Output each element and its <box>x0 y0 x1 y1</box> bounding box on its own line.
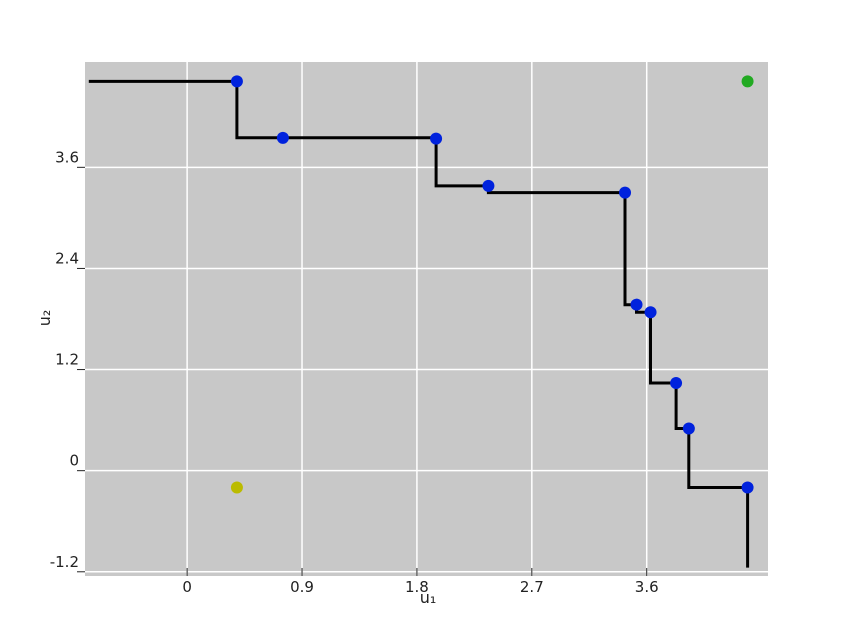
x-tick-label: 3.6 <box>635 578 659 596</box>
data-point <box>276 131 289 144</box>
y-tick-label: 0 <box>69 452 79 470</box>
y-tick-label: -1.2 <box>50 553 79 571</box>
y-axis-label: u₂ <box>35 310 54 327</box>
data-point <box>670 377 683 390</box>
x-axis: 0 0.9 1.8 2.7 3.6 <box>182 568 659 596</box>
data-point <box>741 481 754 494</box>
nadir-point <box>230 481 243 494</box>
x-tick-label: 2.7 <box>520 578 544 596</box>
y-tick-label: 1.2 <box>55 351 79 369</box>
data-point <box>644 306 657 319</box>
x-tick-label: 0.9 <box>290 578 314 596</box>
ideal-point <box>741 75 754 88</box>
x-tick-label: 0 <box>182 578 192 596</box>
data-point <box>482 179 495 192</box>
data-point <box>230 75 243 88</box>
data-point <box>682 422 695 435</box>
y-tick-label: 2.4 <box>55 249 79 267</box>
plot-area <box>85 62 768 576</box>
y-axis: -1.2 0 1.2 2.4 3.6 <box>50 148 85 573</box>
point-series <box>230 75 754 494</box>
y-tick-label: 3.6 <box>55 148 79 166</box>
x-axis-label: u₁ <box>420 588 437 607</box>
x-tick-label: 1.8 <box>405 578 429 596</box>
data-point <box>619 186 632 199</box>
data-point <box>630 298 643 311</box>
data-point <box>430 132 443 145</box>
grid <box>85 62 768 576</box>
